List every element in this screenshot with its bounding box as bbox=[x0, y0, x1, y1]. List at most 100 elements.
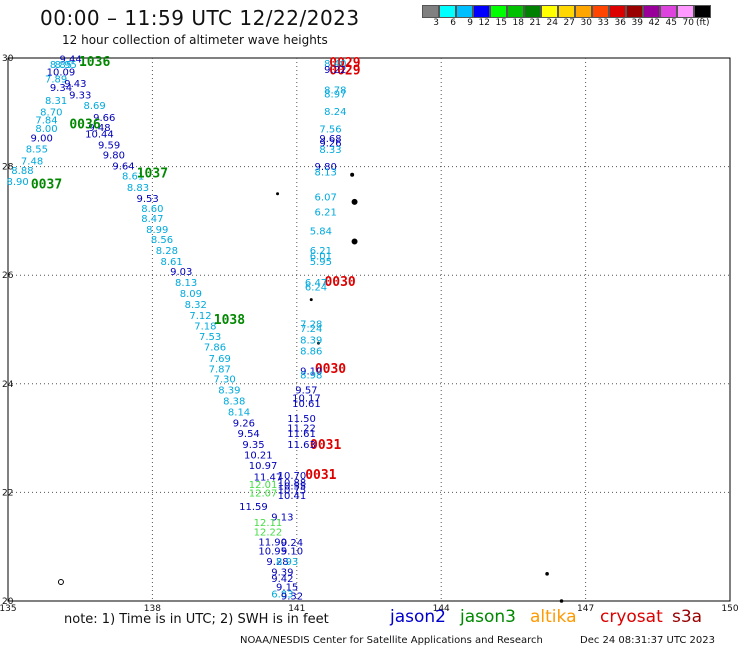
swh-value: 8.97 bbox=[324, 90, 346, 101]
swh-value: 9.13 bbox=[271, 513, 293, 524]
swh-value: 8.14 bbox=[228, 407, 250, 418]
swh-value: 12.11 bbox=[254, 518, 283, 529]
swh-value: 9.34 bbox=[50, 83, 72, 94]
island-marker bbox=[559, 599, 564, 603]
swh-value: 9.48 bbox=[88, 123, 110, 134]
swh-value: 6.47 bbox=[305, 278, 327, 289]
legend-swatch bbox=[677, 5, 694, 18]
swh-value: 8.61 bbox=[161, 257, 183, 268]
swh-value: 9.64 bbox=[112, 161, 134, 172]
pass-time-label: 0031 bbox=[310, 438, 341, 453]
swh-value: 9.10 bbox=[281, 546, 303, 557]
island-marker bbox=[545, 572, 549, 576]
legend-label: 30 bbox=[580, 18, 592, 28]
swh-value: 9.33 bbox=[69, 91, 91, 102]
legend-swatch bbox=[422, 5, 439, 18]
pass-time-label: 0030 bbox=[315, 362, 346, 377]
swh-value: 12.01 bbox=[249, 480, 278, 491]
island-marker bbox=[316, 341, 320, 345]
legend-label: 15 bbox=[495, 18, 507, 28]
swh-value: 7.48 bbox=[21, 156, 43, 167]
pass-time-label: 0037 bbox=[31, 177, 62, 192]
swh-value: 8.38 bbox=[223, 396, 245, 407]
legend-swatch bbox=[524, 5, 541, 18]
island-marker bbox=[309, 298, 313, 302]
swh-value: 9.24 bbox=[281, 538, 303, 549]
legend-swatch bbox=[439, 5, 456, 18]
swh-value: 10.61 bbox=[292, 399, 321, 410]
generated-timestamp: Dec 24 08:31:37 UTC 2023 bbox=[580, 635, 715, 646]
swh-value: 8.33 bbox=[319, 145, 341, 156]
legend-swatch bbox=[575, 5, 592, 18]
swh-value: 8.31 bbox=[45, 96, 67, 107]
legend-swatch bbox=[660, 5, 677, 18]
swh-value: 9.15 bbox=[276, 583, 298, 594]
swh-value: 8.93 bbox=[276, 557, 298, 568]
swh-value: 8.24 bbox=[324, 107, 346, 118]
lat-tick-label: 26 bbox=[2, 271, 14, 281]
swh-value: 12.22 bbox=[254, 527, 283, 538]
swh-value: 9.68 bbox=[319, 134, 341, 145]
island-marker bbox=[276, 192, 280, 196]
swh-value: 8.70 bbox=[40, 108, 62, 119]
swh-value: 9.39 bbox=[271, 567, 293, 578]
swh-value: 8.83 bbox=[127, 183, 149, 194]
swh-value: 9.66 bbox=[93, 113, 115, 124]
swh-value: 7.24 bbox=[300, 324, 322, 335]
legend-label: 36 bbox=[614, 18, 626, 28]
map-subtitle: 12 hour collection of altimeter wave hei… bbox=[62, 33, 328, 47]
legend-swatch bbox=[694, 5, 711, 18]
swh-value: 7.30 bbox=[213, 375, 235, 386]
legend-swatch bbox=[507, 5, 524, 18]
satellite-legend-item: cryosat bbox=[600, 607, 663, 627]
swh-value: 11.63 bbox=[287, 440, 316, 451]
legend-label: 6 bbox=[450, 18, 456, 28]
lon-tick-label: 141 bbox=[288, 604, 305, 614]
lon-tick-label: 144 bbox=[433, 604, 450, 614]
swh-value: 9.42 bbox=[271, 574, 293, 585]
swh-value: 6.24 bbox=[305, 282, 327, 293]
swh-value: 10.88 bbox=[278, 478, 307, 489]
swh-value: 8.39 bbox=[218, 386, 240, 397]
swh-value: 8.61 bbox=[122, 172, 144, 183]
swh-value: 5.84 bbox=[310, 226, 332, 237]
swh-value: 8.98 bbox=[300, 370, 322, 381]
swh-value: 7.28 bbox=[300, 319, 322, 330]
swh-value: 7.84 bbox=[35, 116, 57, 127]
legend-swatch bbox=[609, 5, 626, 18]
map-frame bbox=[7, 57, 731, 602]
swh-value: 9.80 bbox=[315, 162, 337, 173]
legend-label: 12 bbox=[478, 18, 490, 28]
lon-tick-label: 138 bbox=[144, 604, 161, 614]
legend-label: 24 bbox=[546, 18, 558, 28]
swh-value: 8.60 bbox=[141, 204, 163, 215]
swh-value: 8.28 bbox=[156, 246, 178, 257]
swh-value: 9.35 bbox=[242, 440, 264, 451]
swh-value: 9.00 bbox=[31, 134, 53, 145]
lon-tick-label: 135 bbox=[0, 604, 17, 614]
swh-value: 7.87 bbox=[209, 364, 231, 375]
swh-value: 9.28 bbox=[266, 557, 288, 568]
swh-value: 7.18 bbox=[194, 322, 216, 333]
swh-value: 10.95 bbox=[258, 546, 287, 557]
swh-value: 10.41 bbox=[278, 491, 307, 502]
swh-value: 7.86 bbox=[204, 343, 226, 354]
swh-value: 10.17 bbox=[292, 394, 321, 405]
swh-value: 9.26 bbox=[319, 139, 341, 150]
lon-tick-label: 150 bbox=[721, 604, 738, 614]
swh-value: 7.69 bbox=[209, 354, 231, 365]
pass-time-label: 0036 bbox=[69, 118, 100, 133]
legend-label: 21 bbox=[529, 18, 541, 28]
swh-value: 10.09 bbox=[47, 67, 76, 78]
swh-value: 7.89 bbox=[45, 74, 67, 85]
lat-tick-label: 22 bbox=[2, 488, 13, 498]
legend-swatch bbox=[558, 5, 575, 18]
swh-value: 5.95 bbox=[310, 257, 332, 268]
swh-value: 8.00 bbox=[35, 124, 57, 135]
swh-value: 8.86 bbox=[300, 346, 322, 357]
swh-value: 6.21 bbox=[310, 246, 332, 257]
swh-value: 10.21 bbox=[244, 451, 273, 462]
swh-value: 11.47 bbox=[254, 472, 283, 483]
swh-value: 6.01 bbox=[310, 251, 332, 262]
swh-value: 10.70 bbox=[278, 471, 307, 482]
